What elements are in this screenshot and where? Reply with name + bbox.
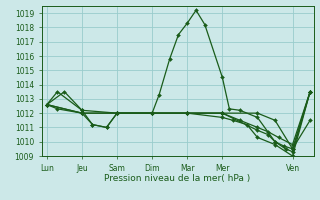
X-axis label: Pression niveau de la mer( hPa ): Pression niveau de la mer( hPa )	[104, 174, 251, 183]
